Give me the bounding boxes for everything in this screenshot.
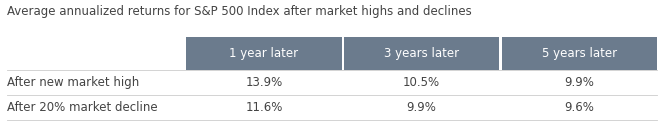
Text: 13.9%: 13.9% [246,76,283,89]
Text: 9.9%: 9.9% [406,101,436,114]
Text: 1 year later: 1 year later [229,47,299,60]
Text: 9.6%: 9.6% [564,101,594,114]
Text: 10.5%: 10.5% [403,76,440,89]
Text: After new market high: After new market high [7,76,139,89]
FancyBboxPatch shape [186,37,342,70]
FancyBboxPatch shape [344,37,499,70]
Text: 9.9%: 9.9% [564,76,594,89]
Text: 3 years later: 3 years later [384,47,459,60]
Text: 11.6%: 11.6% [246,101,283,114]
Text: Average annualized returns for S&P 500 Index after market highs and declines: Average annualized returns for S&P 500 I… [7,5,471,18]
Text: 5 years later: 5 years later [542,47,617,60]
Text: After 20% market decline: After 20% market decline [7,101,158,114]
FancyBboxPatch shape [502,37,657,70]
